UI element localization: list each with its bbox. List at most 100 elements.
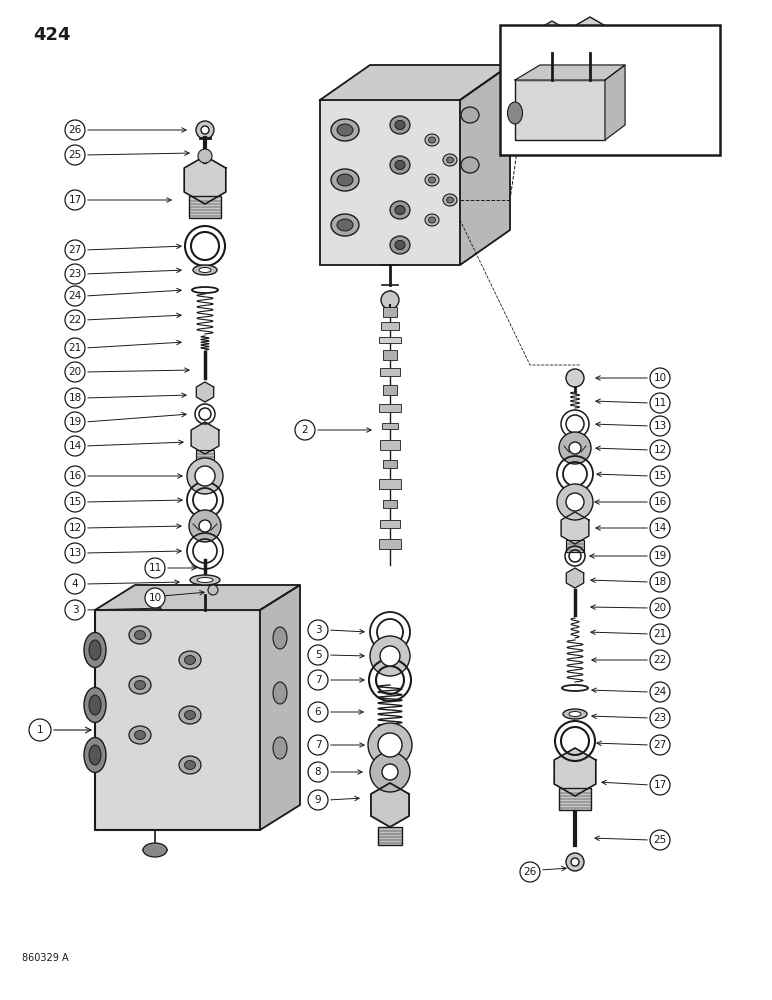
- FancyBboxPatch shape: [383, 460, 397, 468]
- Circle shape: [65, 120, 85, 140]
- Circle shape: [65, 600, 85, 620]
- Circle shape: [65, 466, 85, 486]
- Circle shape: [559, 432, 591, 464]
- Circle shape: [145, 558, 165, 578]
- Circle shape: [370, 636, 410, 676]
- Circle shape: [208, 585, 218, 595]
- Ellipse shape: [84, 738, 106, 772]
- Text: 10: 10: [653, 373, 666, 383]
- Text: 14: 14: [69, 441, 82, 451]
- Circle shape: [308, 702, 328, 722]
- Ellipse shape: [395, 206, 405, 215]
- Circle shape: [566, 493, 584, 511]
- Circle shape: [65, 310, 85, 330]
- Text: 12: 12: [653, 445, 667, 455]
- Ellipse shape: [395, 160, 405, 169]
- FancyBboxPatch shape: [379, 404, 401, 412]
- Polygon shape: [191, 422, 218, 454]
- Ellipse shape: [134, 631, 145, 640]
- Circle shape: [189, 510, 221, 542]
- Ellipse shape: [185, 710, 195, 720]
- Ellipse shape: [179, 756, 201, 774]
- Polygon shape: [554, 748, 596, 796]
- Text: 6: 6: [315, 707, 321, 717]
- Ellipse shape: [390, 156, 410, 174]
- Ellipse shape: [390, 201, 410, 219]
- Ellipse shape: [395, 240, 405, 249]
- Circle shape: [650, 393, 670, 413]
- Circle shape: [145, 588, 165, 608]
- Circle shape: [368, 723, 412, 767]
- Circle shape: [370, 752, 410, 792]
- Circle shape: [295, 420, 315, 440]
- Ellipse shape: [461, 107, 479, 123]
- Text: 19: 19: [69, 417, 82, 427]
- Ellipse shape: [89, 640, 101, 660]
- Text: 13: 13: [69, 548, 82, 558]
- Circle shape: [308, 670, 328, 690]
- FancyBboxPatch shape: [559, 788, 591, 810]
- Circle shape: [381, 291, 399, 309]
- Text: 11: 11: [148, 563, 161, 573]
- Text: 21: 21: [653, 629, 667, 639]
- Text: 9: 9: [315, 795, 321, 805]
- Text: 24: 24: [69, 291, 82, 301]
- Circle shape: [65, 264, 85, 284]
- Text: 5: 5: [315, 650, 321, 660]
- Circle shape: [380, 646, 400, 666]
- Polygon shape: [605, 65, 625, 140]
- Circle shape: [65, 362, 85, 382]
- Ellipse shape: [395, 120, 405, 129]
- Text: 2: 2: [302, 425, 308, 435]
- Ellipse shape: [569, 712, 581, 716]
- Circle shape: [650, 368, 670, 388]
- FancyBboxPatch shape: [95, 610, 260, 830]
- Circle shape: [195, 466, 215, 486]
- FancyBboxPatch shape: [380, 440, 400, 450]
- FancyBboxPatch shape: [383, 385, 397, 395]
- Ellipse shape: [89, 695, 101, 715]
- Text: 10: 10: [148, 593, 161, 603]
- Text: 25: 25: [69, 150, 82, 160]
- FancyBboxPatch shape: [378, 827, 402, 845]
- Ellipse shape: [129, 726, 151, 744]
- Ellipse shape: [461, 157, 479, 173]
- Circle shape: [65, 338, 85, 358]
- Ellipse shape: [185, 656, 195, 664]
- Ellipse shape: [190, 575, 220, 585]
- Text: 18: 18: [653, 577, 667, 587]
- Ellipse shape: [425, 174, 439, 186]
- Ellipse shape: [197, 578, 213, 582]
- Ellipse shape: [273, 682, 287, 704]
- FancyBboxPatch shape: [382, 423, 398, 429]
- Text: 14: 14: [653, 523, 667, 533]
- Text: 22: 22: [69, 315, 82, 325]
- Circle shape: [650, 572, 670, 592]
- Text: 27: 27: [69, 245, 82, 255]
- Ellipse shape: [134, 680, 145, 690]
- FancyBboxPatch shape: [379, 479, 401, 489]
- Text: 16: 16: [653, 497, 667, 507]
- Ellipse shape: [84, 633, 106, 668]
- Circle shape: [571, 858, 579, 866]
- Ellipse shape: [143, 843, 167, 857]
- Circle shape: [650, 708, 670, 728]
- Text: 15: 15: [69, 497, 82, 507]
- Ellipse shape: [337, 219, 353, 231]
- Ellipse shape: [428, 137, 435, 143]
- Text: 17: 17: [69, 195, 82, 205]
- Circle shape: [198, 149, 212, 163]
- Polygon shape: [196, 382, 214, 402]
- Ellipse shape: [199, 267, 211, 272]
- Circle shape: [65, 190, 85, 210]
- Text: 26: 26: [69, 125, 82, 135]
- Circle shape: [65, 145, 85, 165]
- Text: 27: 27: [653, 740, 667, 750]
- FancyBboxPatch shape: [320, 100, 460, 265]
- Polygon shape: [515, 65, 625, 80]
- Polygon shape: [561, 512, 589, 544]
- FancyBboxPatch shape: [383, 500, 397, 508]
- Ellipse shape: [331, 214, 359, 236]
- Circle shape: [650, 682, 670, 702]
- Text: 22: 22: [653, 655, 667, 665]
